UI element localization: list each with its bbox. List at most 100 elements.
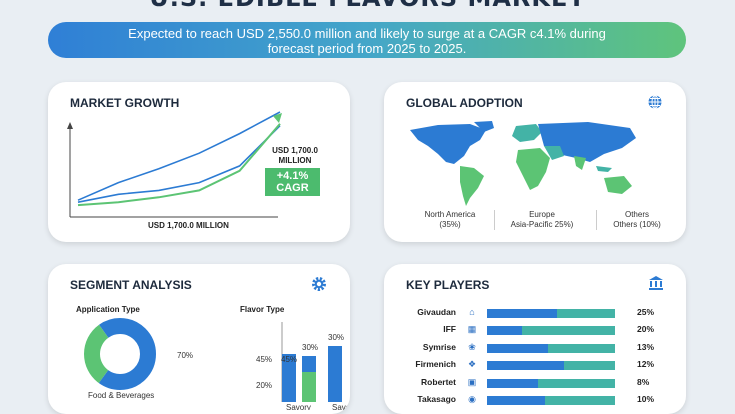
key-player-bar-fill xyxy=(487,396,545,405)
donut-percent-label: 70% xyxy=(177,351,194,360)
key-player-name: IFF xyxy=(443,324,456,335)
key-player-row: IFF ▦ 20% xyxy=(384,323,684,337)
company-logo-icon: ▦ xyxy=(467,324,477,335)
key-player-bar-track xyxy=(487,396,615,405)
indonesia-shape xyxy=(596,166,612,172)
legend-others-label: Others xyxy=(624,210,649,219)
legend-north-america-value: (35%) xyxy=(439,220,461,229)
segment-analysis-card: SEGMENT ANALYSIS Application Type 70% Fo… xyxy=(48,264,350,414)
flavor-type-title: Flavor Type xyxy=(240,305,285,314)
key-players-title: KEY PLAYERS xyxy=(406,278,490,292)
key-player-name: Takasago xyxy=(417,394,456,404)
india-shape xyxy=(574,156,586,170)
key-player-bar-fill xyxy=(487,343,549,353)
flavor-label-2: 20% xyxy=(256,381,272,390)
key-player-bar-track xyxy=(487,343,615,353)
flavor-label-1: 45% xyxy=(256,355,272,364)
key-players-card: KEY PLAYERS Givaudan ⌂ 25% IFF ▦ 20% Symrise ❀ 1… xyxy=(384,264,686,414)
market-growth-chart xyxy=(67,111,282,218)
key-player-bar-track xyxy=(487,361,615,371)
legend-others-value: Others (10%) xyxy=(613,220,661,229)
legend-north-america-label: North America xyxy=(424,210,476,219)
middle-east-shape xyxy=(544,146,564,160)
key-player-bar-fill xyxy=(487,326,522,336)
company-logo-icon: ❀ xyxy=(468,341,476,352)
market-growth-card: MARKET GROWTH USD 1,700.0 MILLION +4.1% … xyxy=(48,82,350,242)
key-player-share: 13% xyxy=(637,341,655,352)
north-america-shape xyxy=(410,124,486,164)
company-logo-icon: ❖ xyxy=(467,359,477,370)
key-player-name: Robertet xyxy=(421,376,456,387)
world-map xyxy=(410,121,636,206)
growth-line-3 xyxy=(77,123,281,207)
global-adoption-card: GLOBAL ADOPTION North America (35%) Euro… xyxy=(384,82,686,242)
value-label-line-1: USD 1,700.0 xyxy=(272,146,318,155)
application-type-title: Application Type xyxy=(76,305,140,314)
flavor-category-1: Savory xyxy=(286,403,311,410)
key-player-row: Symrise ❀ 13% xyxy=(384,341,684,355)
key-player-share: 20% xyxy=(637,324,655,335)
cagr-badge-line-1: +4.1% xyxy=(276,170,309,182)
legend-europe: Europe Asia-Pacific 25%) xyxy=(500,210,584,230)
cagr-badge-line-2: CAGR xyxy=(276,182,309,194)
asia-shape xyxy=(538,122,636,162)
growth-line-2 xyxy=(77,125,281,203)
market-growth-title: MARKET GROWTH xyxy=(70,96,180,110)
segment-analysis-title: SEGMENT ANALYSIS xyxy=(70,278,192,292)
greenland-shape xyxy=(474,121,494,132)
globe-icon[interactable] xyxy=(647,94,663,110)
key-player-name: Symrise xyxy=(422,341,456,352)
company-logo-icon: ⌂ xyxy=(469,307,475,317)
bank-icon[interactable] xyxy=(648,275,664,291)
key-player-name: Firmenich xyxy=(415,359,456,370)
key-player-bar-track xyxy=(487,309,615,318)
global-adoption-title: GLOBAL ADOPTION xyxy=(406,96,523,110)
south-america-shape xyxy=(460,166,484,206)
key-player-bar-track xyxy=(487,378,615,388)
key-player-bar-fill xyxy=(487,378,539,388)
legend-europe-value: Asia-Pacific 25%) xyxy=(510,220,574,229)
company-logo-icon: ◉ xyxy=(468,394,476,404)
application-donut-chart xyxy=(84,318,156,390)
key-player-row: Firmenich ❖ 12% xyxy=(384,358,684,372)
company-logo-icon: ▣ xyxy=(467,376,477,387)
y-axis-arrow xyxy=(67,122,73,129)
flavor-category-2: Savory xyxy=(332,403,348,410)
legend-europe-label: Europe xyxy=(529,210,555,219)
key-player-row: Takasago ◉ 10% xyxy=(384,393,684,407)
gear-icon[interactable] xyxy=(310,275,328,293)
key-player-bar-fill xyxy=(487,309,558,318)
europe-shape xyxy=(512,124,542,142)
page-title: U.S. EDIBLE FLAVORS MARKET xyxy=(0,0,735,12)
growth-line-1 xyxy=(77,111,281,201)
trend-arrowhead xyxy=(273,113,282,123)
banner-line-1: Expected to reach USD 2,550.0 million an… xyxy=(128,26,606,41)
key-player-bar-track xyxy=(487,326,615,336)
key-player-share: 25% xyxy=(637,307,655,317)
key-player-row: Givaudan ⌂ 25% xyxy=(384,306,684,320)
donut-slice-1 xyxy=(84,318,156,390)
market-growth-bottom-label: USD 1,700.0 MILLION xyxy=(148,221,229,230)
legend-north-america: North America (35%) xyxy=(414,210,486,230)
africa-shape xyxy=(516,148,550,190)
flavor-label-5: 30% xyxy=(328,333,344,342)
key-player-bar-fill xyxy=(487,361,564,371)
summary-banner: Expected to reach USD 2,550.0 million an… xyxy=(48,22,686,58)
key-player-share: 12% xyxy=(637,359,655,370)
australia-shape xyxy=(604,176,632,194)
flavor-label-4: 30% xyxy=(302,343,318,352)
donut-slice-2 xyxy=(84,318,156,390)
flavor-label-3: 45% xyxy=(281,355,297,364)
flavor-bar-1 xyxy=(282,354,296,402)
legend-divider-2 xyxy=(596,210,597,230)
value-label: USD 1,700.0 MILLION xyxy=(260,146,330,166)
key-player-share: 10% xyxy=(637,394,655,404)
flavor-bar-3 xyxy=(328,346,342,402)
flavor-bar-chart: 45%20%45%30%30%30%SavorySavory xyxy=(256,322,348,410)
value-label-line-2: MILLION xyxy=(278,156,312,165)
legend-divider-1 xyxy=(494,210,495,230)
legend-others: Others Others (10%) xyxy=(600,210,674,230)
cagr-badge: +4.1% CAGR xyxy=(265,168,320,196)
key-player-name: Givaudan xyxy=(417,307,456,317)
flavor-bar-2-overlay xyxy=(302,372,316,402)
